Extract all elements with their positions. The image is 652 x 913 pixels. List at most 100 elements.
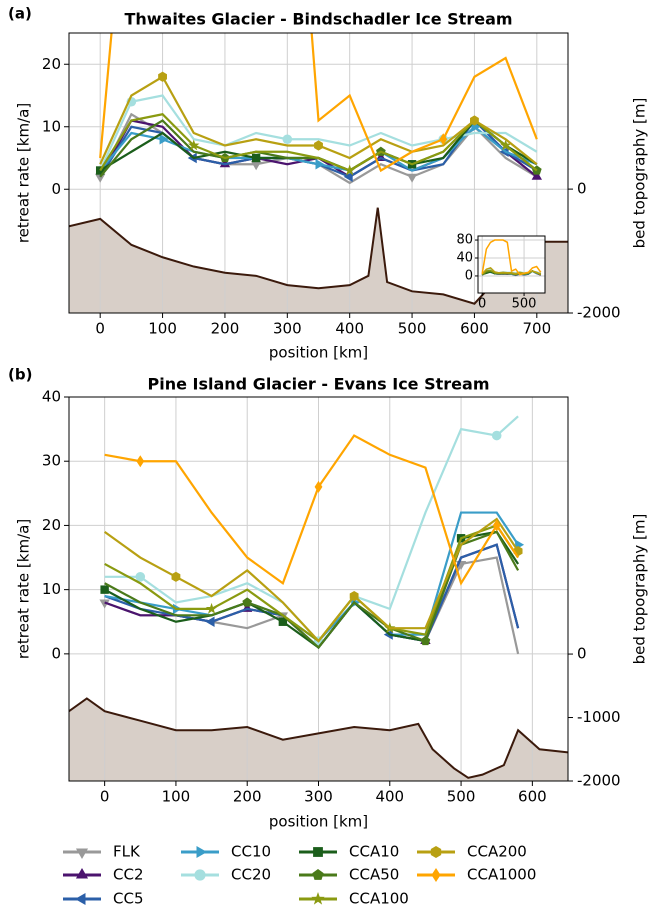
series-marker [499, 139, 512, 151]
series-marker [171, 571, 181, 582]
x-tick-label: 100 [148, 320, 177, 338]
legend-label: CC10 [231, 843, 271, 861]
y-tick-label: 0 [51, 180, 61, 198]
legend-label: CCA1000 [467, 866, 536, 884]
legend-label: CCA100 [349, 890, 409, 908]
x-tick-label: 500 [398, 320, 427, 338]
y2-axis-label: bed topography [m] [631, 514, 649, 665]
y2-tick-label: 0 [577, 180, 587, 198]
series-line [99, 33, 538, 173]
x-tick-label: 0 [100, 788, 110, 806]
chart-title: Thwaites Glacier - Bindschadler Ice Stre… [124, 10, 512, 29]
y2-tick-label: -2000 [577, 772, 621, 790]
series-line [481, 267, 542, 275]
inset-background [478, 236, 545, 293]
series-marker [205, 616, 215, 627]
legend-marker [311, 892, 325, 905]
y2-tick-label: -1000 [577, 708, 621, 726]
series-marker [100, 585, 109, 594]
legend-label: CCA200 [467, 843, 527, 861]
legend-marker [313, 847, 323, 857]
series-marker [282, 134, 293, 145]
x-tick-label: 600 [518, 788, 547, 806]
series-marker [188, 139, 200, 151]
y-tick-label: 40 [42, 388, 61, 406]
series-marker [278, 617, 288, 626]
x-axis-label: position [km] [269, 813, 368, 831]
inset-x-tick-label: 0 [478, 297, 486, 312]
y-tick-label: 20 [42, 55, 61, 73]
legend-label: FLK [113, 843, 141, 861]
series-marker [314, 140, 323, 151]
legend-marker [196, 845, 207, 859]
y-tick-label: 0 [51, 644, 61, 662]
y-axis-label: retreat rate [km/a] [15, 519, 33, 659]
x-tick-label: 500 [447, 788, 476, 806]
y-tick-label: 10 [42, 117, 61, 135]
panel-label: (a) [8, 5, 32, 23]
x-axis-label: position [km] [269, 344, 368, 362]
series-marker [439, 133, 448, 146]
series-marker [136, 455, 145, 468]
chart-title: Pine Island Glacier - Evans Ice Stream [148, 375, 490, 394]
x-tick-label: 300 [304, 788, 333, 806]
legend-marker [312, 869, 324, 880]
inset-y-tick-label: 80 [456, 233, 473, 248]
series-line [99, 113, 538, 172]
legend-marker [431, 868, 441, 882]
legend-marker [430, 846, 442, 858]
y2-tick-label: 0 [577, 645, 587, 663]
series-marker [492, 519, 501, 532]
y2-tick-label: -2000 [577, 304, 621, 322]
x-tick-label: 0 [95, 320, 105, 338]
series-marker [491, 430, 502, 441]
bed-line [69, 697, 568, 779]
series-marker [531, 170, 543, 180]
legend-label: CC5 [113, 890, 144, 908]
series-line [104, 524, 520, 643]
legend-marker [75, 892, 86, 906]
series-marker [99, 599, 110, 609]
series-line [99, 94, 538, 171]
y-tick-label: 30 [42, 452, 61, 470]
series-line [103, 517, 520, 643]
series-marker [406, 173, 418, 183]
legend-label: CCA50 [349, 866, 399, 884]
x-tick-label: 400 [375, 788, 404, 806]
inset-frame [477, 235, 546, 294]
series-marker [349, 590, 359, 602]
legend-marker [75, 848, 89, 859]
series-marker [343, 164, 356, 176]
x-tick-label: 600 [460, 320, 489, 338]
series-marker [315, 159, 325, 170]
plot-frame [68, 32, 569, 314]
legend-marker [194, 869, 206, 881]
series-marker [420, 635, 431, 646]
bed-line [69, 207, 568, 305]
inset-x-tick-label: 500 [512, 297, 537, 312]
x-tick-label: 300 [273, 320, 302, 338]
series-line [481, 239, 542, 276]
x-tick-label: 200 [211, 320, 240, 338]
series-marker [242, 597, 253, 607]
series-marker [159, 134, 169, 145]
series-marker [205, 602, 218, 614]
series-marker [470, 115, 479, 126]
inset-y-tick-label: 0 [465, 268, 473, 283]
series-marker [219, 158, 231, 168]
series-marker [94, 173, 106, 183]
y-axis-label: retreat rate [km/a] [15, 103, 33, 243]
x-tick-label: 400 [335, 320, 364, 338]
legend-marker [75, 868, 89, 879]
inset-y-tick-label: 40 [456, 250, 473, 265]
panel-label: (b) [8, 366, 32, 384]
legend-label: CCA10 [349, 843, 399, 861]
y-tick-label: 20 [42, 516, 61, 534]
series-marker [158, 71, 167, 82]
series-marker [314, 480, 323, 493]
series-marker [135, 571, 146, 582]
series-marker [251, 153, 261, 163]
x-tick-label: 700 [522, 320, 551, 338]
x-tick-label: 100 [162, 788, 191, 806]
